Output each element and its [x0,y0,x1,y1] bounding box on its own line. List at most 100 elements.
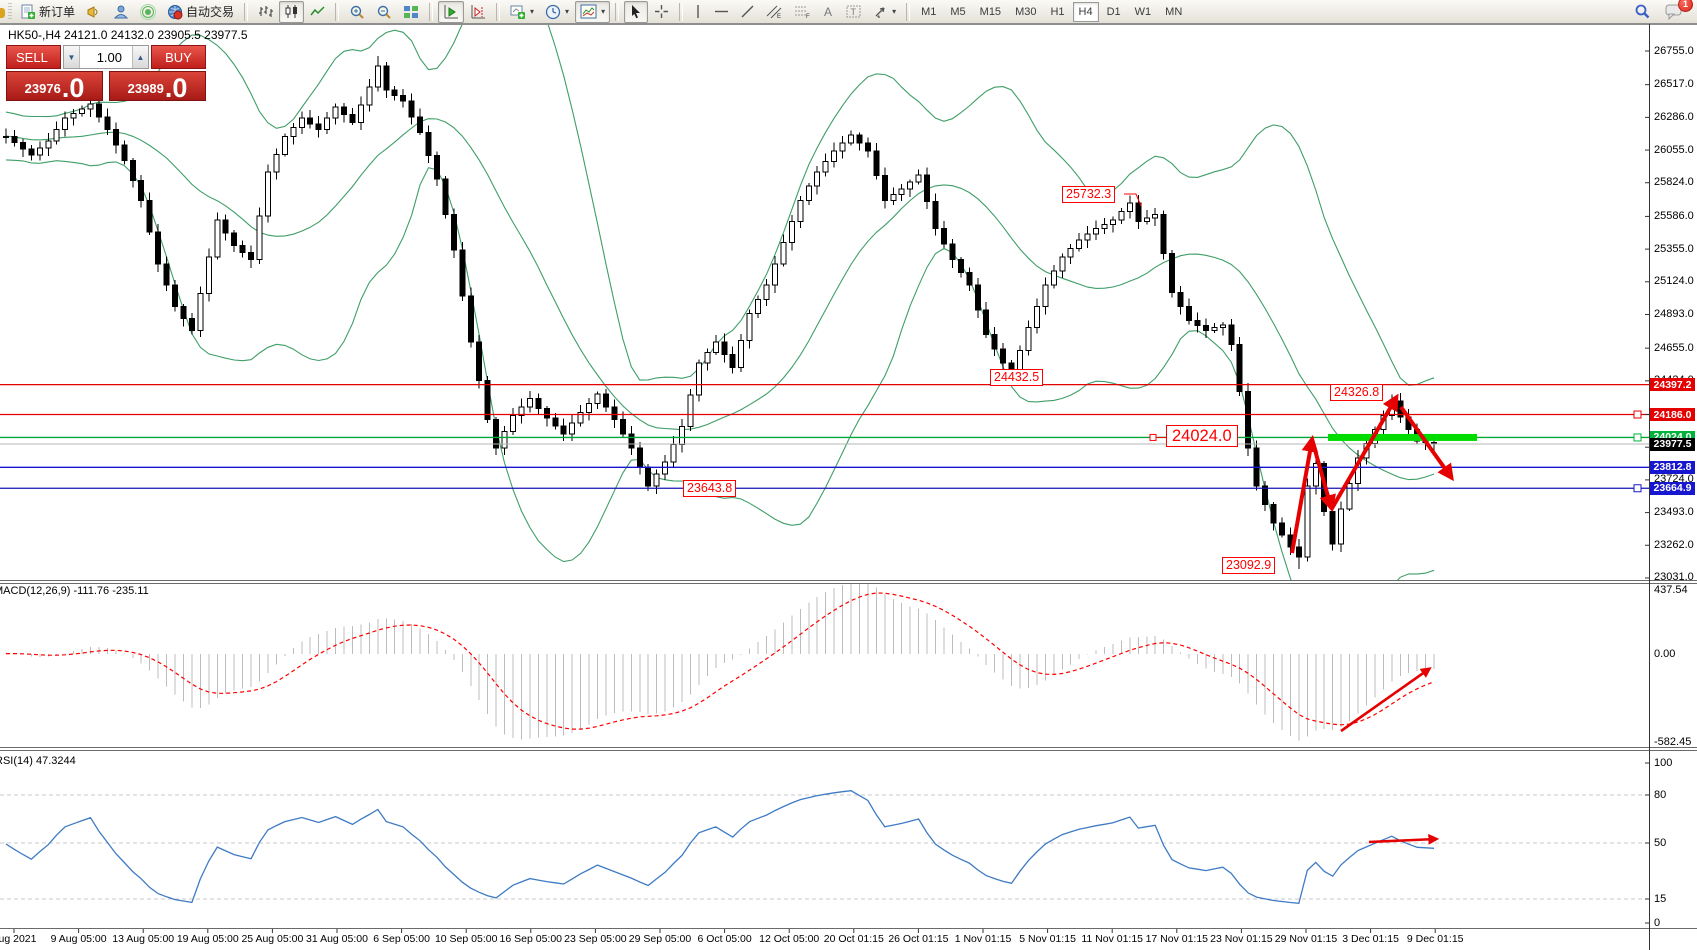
market-watch-button[interactable] [81,1,107,23]
notifications-button[interactable]: 1 [1660,0,1693,23]
zoom-out-icon [377,5,391,19]
buy-price[interactable]: 23989 .0 [109,71,206,102]
line-anchor-marker[interactable] [1633,410,1642,419]
price-annotation[interactable]: 25732.3 [1062,186,1116,203]
timeframe-W1[interactable]: W1 [1134,5,1152,18]
macd-scale-top: 437.54 [1654,584,1688,596]
auto-scroll-button[interactable] [438,0,465,23]
sell-price[interactable]: 23976 .0 [6,71,103,102]
trendline-button[interactable] [735,1,760,23]
timeframe-H4[interactable]: H4 [1072,1,1099,22]
new-order-icon [21,4,35,19]
rsi-scale-label: 50 [1654,837,1667,849]
price-tick: 26517.0 [1654,78,1694,91]
line-anchor-marker[interactable] [1633,484,1642,493]
rsi-pane [0,790,1649,904]
rsi-scale-label: 80 [1654,789,1667,801]
zoom-out-button[interactable] [371,1,397,23]
candlestick-chart-button[interactable] [279,0,305,23]
price-annotation[interactable]: 24326.8 [1330,384,1384,401]
price-annotation[interactable]: 23092.9 [1222,557,1276,574]
volume-spinner: ▼ 1.00 ▲ [63,45,149,69]
timeframe-M5[interactable]: M5 [950,5,966,18]
text-label-button[interactable]: T [841,1,867,23]
date-label: 1 Nov 01:15 [954,933,1012,945]
zoom-in-button[interactable] [344,1,370,23]
one-click-trading-panel: SELL ▼ 1.00 ▲ BUY 23976 .0 23989 .0 [6,45,206,102]
drawn-arrow[interactable] [1340,667,1432,733]
highlight-zone[interactable] [1328,433,1477,441]
arrows-button[interactable]: ▾ [868,1,901,23]
vertical-line-button[interactable] [688,1,708,23]
cursor-icon [632,5,641,19]
line-chart-button[interactable] [305,1,330,23]
buy-button[interactable]: BUY [151,45,206,69]
svg-text:A: A [824,5,832,19]
signals-button[interactable] [135,1,161,23]
candlestick-icon [285,5,298,18]
text-a-icon: A [824,5,832,19]
toolbar-grip [8,2,12,21]
price-tick: 23493.0 [1654,506,1694,519]
macd-histogram [5,584,1435,741]
timeframe-D1[interactable]: D1 [1106,5,1121,18]
price-annotation[interactable]: 23643.8 [683,480,737,497]
fibonacci-button[interactable]: F [789,1,816,23]
price-annotation[interactable]: 24024.0 [1166,425,1238,447]
toolbar-right: 1 [1628,0,1695,23]
bollinger-band [5,118,1435,481]
search-button[interactable] [1628,1,1656,23]
text-label-icon: T [846,5,861,18]
timeframe-M1[interactable]: M1 [921,5,937,18]
auto-trading-button[interactable]: 自动交易 [162,1,239,23]
channel-button[interactable]: E [761,1,788,23]
price-line-label: 24186.0 [1650,408,1695,422]
price-tick: 26755.0 [1654,44,1694,57]
toolbar-separator [244,2,249,21]
volume-decrease-button[interactable]: ▼ [64,46,80,68]
date-label: 20 Oct 01:15 [823,933,884,945]
date-label: 25 Aug 05:00 [241,933,304,945]
price-line-label: 23664.9 [1650,481,1695,495]
timeframe-M30[interactable]: M30 [1015,5,1037,18]
drawn-arrow[interactable] [1290,435,1319,554]
volume-increase-button[interactable]: ▲ [132,46,148,68]
horizontal-line-button[interactable] [709,1,734,23]
new-chart-button[interactable]: ▾ [505,1,539,23]
macd-signal-line [6,592,1435,730]
bar-chart-button[interactable] [253,1,278,23]
profile-button[interactable] [108,1,134,23]
drawn-arrow[interactable] [1329,393,1399,512]
text-button[interactable]: A [817,1,840,23]
templates-button[interactable]: ▾ [575,0,611,23]
period-button[interactable]: ▾ [540,1,574,23]
drawn-arrow[interactable] [1368,833,1440,845]
chart-shift-button[interactable] [465,1,491,23]
rsi-line [5,790,1435,904]
new-chart-icon [510,5,526,19]
drawn-arrow[interactable] [1311,442,1336,512]
signal-icon [140,3,157,20]
dropdown-arrow-icon: ▾ [892,7,897,16]
crosshair-button[interactable] [649,1,674,23]
timeframe-MN[interactable]: MN [1165,5,1183,18]
new-order-button[interactable]: 新订单 [15,1,80,23]
date-label: 26 Oct 01:15 [888,933,949,945]
trendline-icon [741,5,754,18]
notification-badge: 1 [1678,0,1693,12]
price-tick: 24893.0 [1654,307,1694,320]
cursor-button[interactable] [624,0,649,23]
crosshair-icon [655,5,669,18]
line-anchor-marker[interactable] [1633,433,1642,442]
price-tick: 25586.0 [1654,209,1694,222]
timeframe-group: M1 M5 M15 M30 H1 H4 D1 W1 MN [915,1,1188,22]
tile-windows-button[interactable] [398,1,424,23]
timeframe-H1[interactable]: H1 [1050,5,1065,18]
drawn-arrow[interactable] [1399,405,1454,482]
sell-button[interactable]: SELL [6,45,61,69]
svg-text:E: E [777,14,781,19]
timeframe-M15[interactable]: M15 [979,5,1002,18]
price-annotation[interactable]: 24432.5 [990,369,1044,386]
volume-input[interactable]: 1.00 [96,49,122,65]
